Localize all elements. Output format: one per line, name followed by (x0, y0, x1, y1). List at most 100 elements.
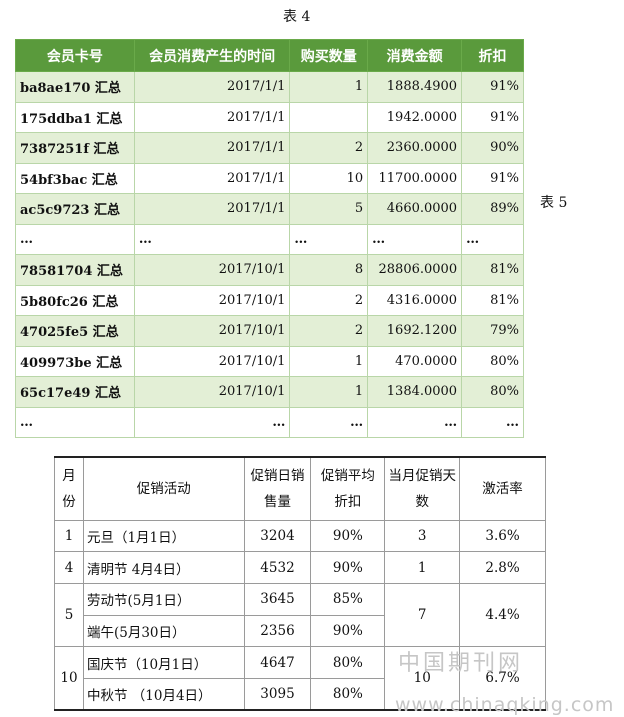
table-row: 7387251f 汇总 2017/1/1 2 2360.0000 90% (15, 132, 524, 164)
cell-qty: 2 (289, 284, 369, 316)
table-row: 5b80fc26 汇总 2017/10/1 2 4316.0000 81% (15, 284, 524, 316)
cell-amount: 4660.0000 (367, 193, 463, 225)
cell-qty: 8 (289, 254, 369, 286)
cell-ellipsis: … (289, 406, 369, 438)
cell-amount: 1888.4900 (367, 71, 463, 103)
header-promo-days: 当月促销天数 (384, 456, 461, 521)
cell-days: 7 (384, 582, 461, 648)
cell-activity: 端午(5月30日） (82, 614, 245, 648)
table4-caption: 表 4 (283, 9, 311, 25)
cell-month: 1 (54, 519, 84, 553)
cell-amount: 1942.0000 (367, 101, 463, 133)
header-consume-time: 会员消费产生的时间 (133, 39, 291, 72)
table-row: 端午(5月30日） 2356 90% (55, 614, 546, 648)
cell-amount: 470.0000 (367, 345, 463, 377)
cell-discount: 90% (461, 132, 524, 164)
table5-caption: 表 5 (540, 195, 568, 211)
cell-date: 2017/1/1 (133, 132, 291, 164)
cell-discount: 85% (310, 582, 386, 616)
cell-card-id: 78581704 汇总 (15, 254, 135, 286)
cell-sales: 3095 (243, 677, 312, 711)
cell-date: 2017/1/1 (133, 162, 291, 194)
table-row: ba8ae170 汇总 2017/1/1 1 1888.4900 91% (15, 71, 524, 103)
cell-ellipsis: … (461, 223, 524, 255)
cell-card-id: 54bf3bac 汇总 (15, 162, 135, 194)
cell-sales: 4647 (243, 646, 312, 679)
cell-ellipsis: … (461, 406, 524, 438)
cell-qty: 5 (289, 193, 369, 225)
table-row: 54bf3bac 汇总 2017/1/1 10 11700.0000 91% (15, 162, 524, 194)
cell-ellipsis: … (289, 223, 369, 255)
cell-qty: 2 (289, 315, 369, 347)
cell-card-id: 47025fe5 汇总 (15, 315, 135, 347)
promotion-activity-table: 月份 促销活动 促销日销售量 促销平均折扣 当月促销天数 激活率 1 元旦（1月… (54, 456, 546, 712)
cell-activity: 劳动节(5月1日） (82, 582, 245, 616)
cell-sales: 3204 (243, 519, 312, 553)
cell-qty (289, 101, 369, 133)
cell-days: 3 (384, 519, 461, 553)
header-activity: 促销活动 (82, 456, 245, 521)
table-row-ellipsis: … … … … … (15, 223, 524, 255)
cell-ellipsis: … (15, 223, 135, 255)
cell-rate: 2.8% (459, 551, 546, 584)
cell-date: 2017/10/1 (133, 254, 291, 286)
cell-date: 2017/1/1 (133, 193, 291, 225)
cell-discount: 81% (461, 254, 524, 286)
table-header-row: 会员卡号 会员消费产生的时间 购买数量 消费金额 折扣 (15, 39, 524, 72)
cell-sales: 2356 (243, 614, 312, 648)
table-row-ellipsis: … … … … … (15, 406, 524, 438)
header-activation-rate: 激活率 (459, 456, 546, 521)
table-row: 1 元旦（1月1日） 3204 90% 3 3.6% (54, 519, 546, 553)
table-row: 78581704 汇总 2017/10/1 8 28806.0000 81% (15, 254, 524, 286)
cell-activity: 元旦（1月1日） (82, 519, 245, 553)
cell-discount: 90% (310, 551, 386, 584)
cell-ellipsis: … (367, 406, 463, 438)
table-row: 5 劳动节(5月1日） 3645 85% 7 4.4% (54, 582, 546, 648)
cell-discount: 81% (461, 284, 524, 316)
header-month: 月份 (54, 456, 84, 521)
table-row: 65c17e49 汇总 2017/10/1 1 1384.0000 80% (15, 376, 524, 408)
cell-days: 1 (384, 551, 461, 584)
cell-discount: 79% (461, 315, 524, 347)
cell-amount: 1692.1200 (367, 315, 463, 347)
cell-discount: 80% (461, 376, 524, 408)
cell-date: 2017/1/1 (133, 71, 291, 103)
cell-discount: 91% (461, 162, 524, 194)
table-row: 409973be 汇总 2017/10/1 1 470.0000 80% (15, 345, 524, 377)
cell-amount: 4316.0000 (367, 284, 463, 316)
cell-month: 4 (54, 551, 84, 584)
cell-activity: 清明节 4月4日） (82, 551, 245, 584)
cell-qty: 1 (289, 376, 369, 408)
cell-ellipsis: … (15, 406, 135, 438)
header-daily-sales: 促销日销售量 (243, 456, 312, 521)
cell-qty: 1 (289, 345, 369, 377)
cell-discount: 80% (310, 677, 386, 711)
cell-discount: 90% (310, 614, 386, 648)
cell-amount: 11700.0000 (367, 162, 463, 194)
table-header-row: 月份 促销活动 促销日销售量 促销平均折扣 当月促销天数 激活率 (54, 456, 546, 521)
header-quantity: 购买数量 (289, 39, 369, 72)
cell-date: 2017/1/1 (133, 101, 291, 133)
cell-qty: 1 (289, 71, 369, 103)
cell-discount: 91% (461, 101, 524, 133)
cell-sales: 3645 (243, 582, 312, 616)
header-amount: 消费金额 (367, 39, 463, 72)
header-discount: 折扣 (461, 39, 524, 72)
cell-discount: 80% (310, 646, 386, 679)
cell-amount: 2360.0000 (367, 132, 463, 164)
cell-ellipsis: … (133, 223, 291, 255)
cell-card-id: ac5c9723 汇总 (15, 193, 135, 225)
cell-card-id: 65c17e49 汇总 (15, 376, 135, 408)
cell-card-id: 5b80fc26 汇总 (15, 284, 135, 316)
cell-month: 10 (54, 646, 84, 711)
cell-ellipsis: … (133, 406, 291, 438)
cell-card-id: 7387251f 汇总 (15, 132, 135, 164)
cell-card-id: 175ddba1 汇总 (15, 101, 135, 133)
table-row: 175ddba1 汇总 2017/1/1 1942.0000 91% (15, 101, 524, 133)
cell-date: 2017/10/1 (133, 315, 291, 347)
cell-rate: 4.4% (459, 582, 546, 648)
cell-discount: 90% (310, 519, 386, 553)
cell-activity: 中秋节 （10月4日） (82, 677, 245, 711)
header-card-id: 会员卡号 (15, 39, 135, 72)
cell-days: 10 (384, 646, 461, 711)
